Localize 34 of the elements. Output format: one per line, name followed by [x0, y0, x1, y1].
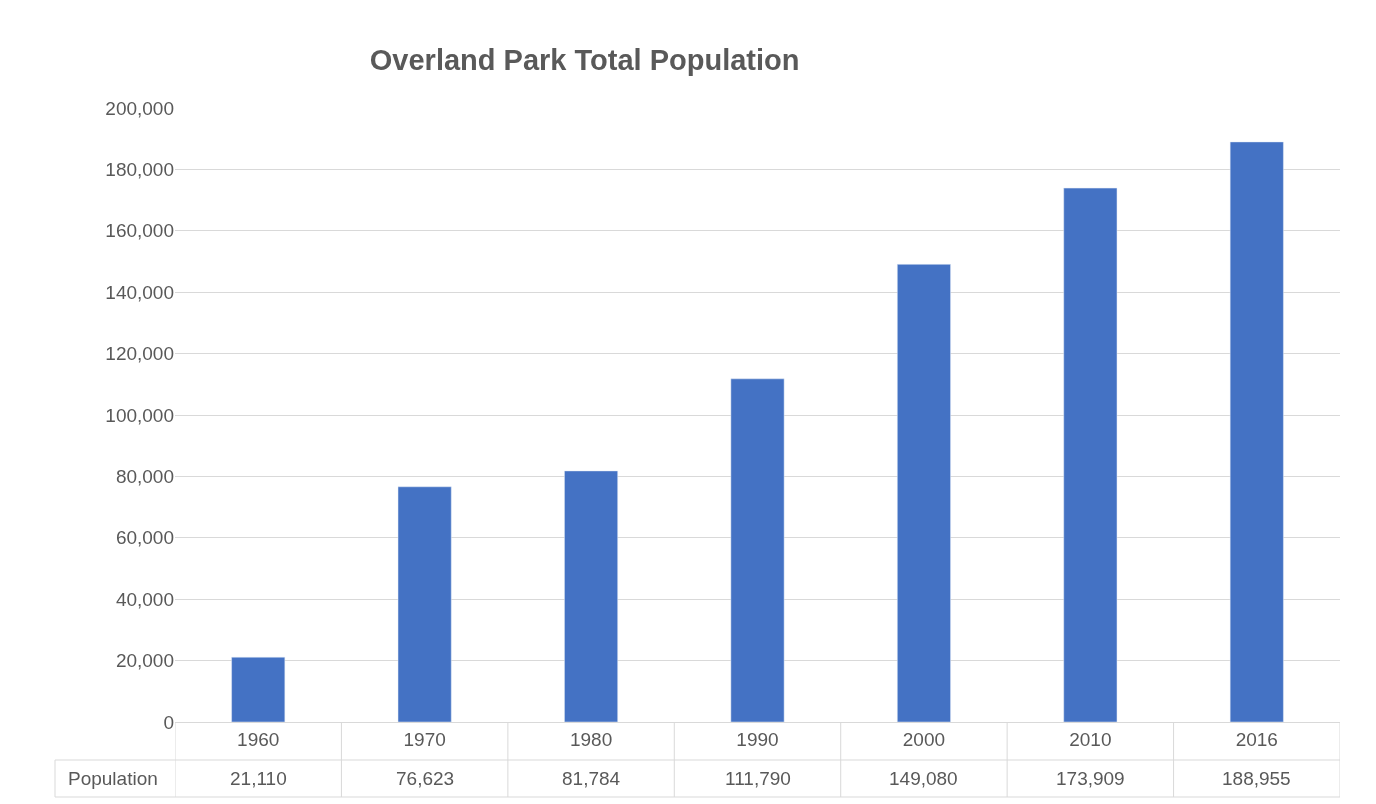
bar	[231, 656, 286, 722]
bar	[730, 378, 785, 722]
data-label: 81,784	[562, 768, 621, 789]
y-tick-label: 60,000	[115, 527, 174, 549]
y-tick-label: 160,000	[105, 220, 174, 242]
x-tick-label: 2010	[1069, 728, 1112, 750]
x-tick-label: 1990	[736, 728, 779, 750]
bar	[397, 486, 452, 722]
y-tick-label: 140,000	[105, 281, 174, 303]
x-tick-label: 1980	[569, 728, 613, 750]
y-tick-label: 80,000	[115, 466, 174, 488]
bar	[1063, 187, 1118, 722]
data-label: 76,623	[396, 768, 455, 789]
x-tick-label: 2000	[902, 728, 946, 750]
bar	[1229, 141, 1284, 722]
y-tick-label: 200,000	[105, 97, 174, 119]
x-tick-label: 1960	[237, 728, 280, 750]
bar	[897, 264, 951, 722]
y-tick-label: 0	[163, 711, 174, 733]
data-label: 111,790	[725, 768, 791, 789]
data-label: 188,955	[1222, 768, 1291, 789]
bar	[564, 470, 618, 722]
x-tick-label: 1970	[403, 728, 446, 750]
x-tick-label: 2016	[1235, 728, 1278, 750]
data-label: 173,909	[1056, 768, 1125, 789]
text: Population	[68, 768, 158, 789]
y-tick-label: 40,000	[115, 588, 174, 610]
data-label: 149,080	[889, 768, 958, 789]
y-tick-label: 120,000	[105, 343, 174, 365]
data-label: 21,110	[230, 768, 287, 789]
chart-title: Overland Park Total Population	[369, 44, 800, 77]
y-tick-label: 180,000	[105, 159, 174, 181]
y-tick-label: 20,000	[115, 650, 174, 672]
y-tick-label: 100,000	[105, 404, 174, 426]
